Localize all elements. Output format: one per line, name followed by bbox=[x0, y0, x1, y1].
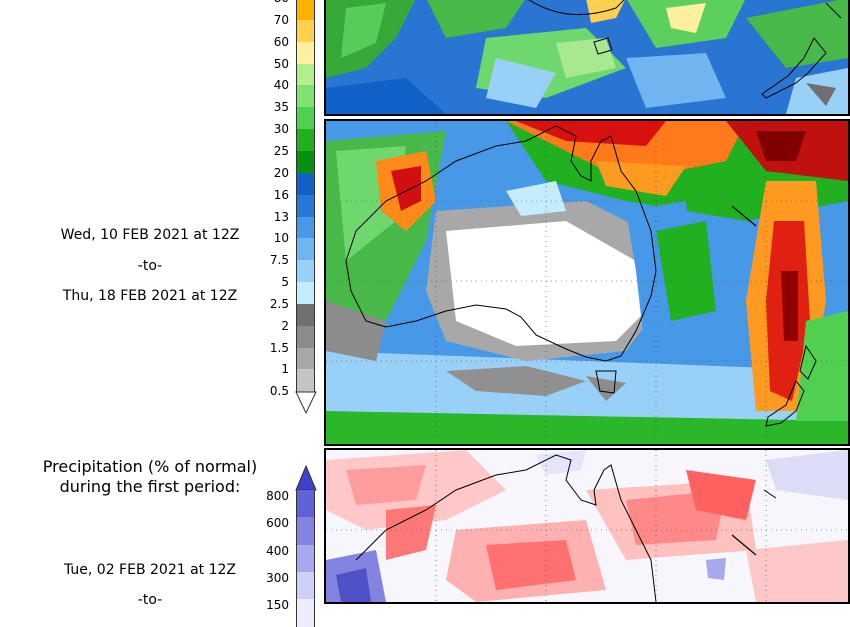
rain-scale-tick-label: 7.5 bbox=[269, 253, 289, 268]
rain-scale-swatch bbox=[296, 41, 315, 65]
rain-scale-tick-label: 1 bbox=[281, 362, 289, 377]
anomaly-title-line1: Precipitation (% of normal) bbox=[42, 457, 258, 476]
rain-scale-tick-label: 10 bbox=[273, 231, 289, 246]
rain-scale-tick-label: 5 bbox=[281, 275, 289, 290]
period-1-separator: -to- bbox=[137, 258, 163, 274]
rain-scale-tick-label: 80 bbox=[249, 0, 289, 4]
anomaly-title-line2: during the first period: bbox=[59, 477, 241, 496]
period-2-separator: -to- bbox=[137, 592, 163, 608]
rain-scale-tick-label: 0.5 bbox=[269, 384, 289, 399]
rain-scale-tick-label: 40 bbox=[273, 78, 289, 93]
map-middle bbox=[324, 119, 850, 446]
anomaly-scale-high-arrow bbox=[295, 465, 317, 491]
rain-scale-tick-label: 16 bbox=[273, 187, 289, 202]
rain-scale-swatch bbox=[296, 172, 315, 196]
map-bottom bbox=[324, 448, 850, 604]
rain-scale-low-arrow bbox=[295, 391, 317, 415]
map-middle-field bbox=[326, 121, 848, 444]
rain-scale-tick-label: 30 bbox=[273, 122, 289, 137]
rain-scale-swatch bbox=[296, 347, 315, 370]
rain-scale-tick-label: 60 bbox=[273, 34, 289, 49]
rain-scale-swatch bbox=[296, 0, 315, 21]
anomaly-scale-tick-label: 800 bbox=[266, 489, 289, 503]
rain-scale-tick-label: 25 bbox=[273, 143, 289, 158]
rain-scale-swatch bbox=[296, 85, 315, 108]
period-2-start: Tue, 02 FEB 2021 at 12Z bbox=[63, 562, 237, 578]
map-top-field bbox=[326, 0, 848, 114]
rain-scale-swatch bbox=[296, 216, 315, 239]
rain-scale-tick-label: 2.5 bbox=[269, 296, 289, 311]
rain-scale-tick-label: 35 bbox=[273, 100, 289, 115]
anomaly-scale-tick-label: 600 bbox=[266, 516, 289, 531]
rain-scale-swatch bbox=[296, 260, 315, 283]
rain-scale-swatch bbox=[296, 282, 315, 305]
rain-scale-swatch bbox=[296, 63, 315, 86]
rain-scale-swatch bbox=[296, 194, 315, 217]
rain-scale-swatch bbox=[296, 19, 315, 43]
rain-scale-swatch bbox=[296, 238, 315, 261]
anomaly-scale-tick-label: 300 bbox=[266, 570, 289, 585]
anomaly-scale-swatch bbox=[296, 571, 315, 600]
rain-scale-swatch bbox=[296, 325, 315, 349]
anomaly-scale-swatch bbox=[296, 517, 315, 546]
rain-scale-tick-label: 50 bbox=[273, 56, 289, 71]
rain-scale-swatch bbox=[296, 150, 315, 174]
anomaly-scale-swatch bbox=[296, 544, 315, 573]
anomaly-scale-swatch bbox=[296, 490, 315, 518]
anomaly-scale-tick-label: 400 bbox=[266, 543, 289, 558]
rain-scale-tick-label: 70 bbox=[273, 12, 289, 27]
rain-scale-tick-label: 20 bbox=[273, 165, 289, 180]
rain-scale-swatch bbox=[296, 107, 315, 130]
map-bottom-field bbox=[326, 450, 848, 602]
rain-scale-swatch bbox=[296, 303, 315, 327]
rain-scale-tick-label: 13 bbox=[273, 209, 289, 224]
rain-scale-swatch bbox=[296, 369, 315, 392]
rain-scale-tick-label: 2 bbox=[281, 318, 289, 333]
rain-scale-tick-label: 1.5 bbox=[269, 340, 289, 355]
period-1-end: Thu, 18 FEB 2021 at 12Z bbox=[62, 288, 238, 304]
period-1-start: Wed, 10 FEB 2021 at 12Z bbox=[60, 227, 240, 243]
rain-scale-swatch bbox=[296, 129, 315, 152]
map-top bbox=[324, 0, 850, 116]
